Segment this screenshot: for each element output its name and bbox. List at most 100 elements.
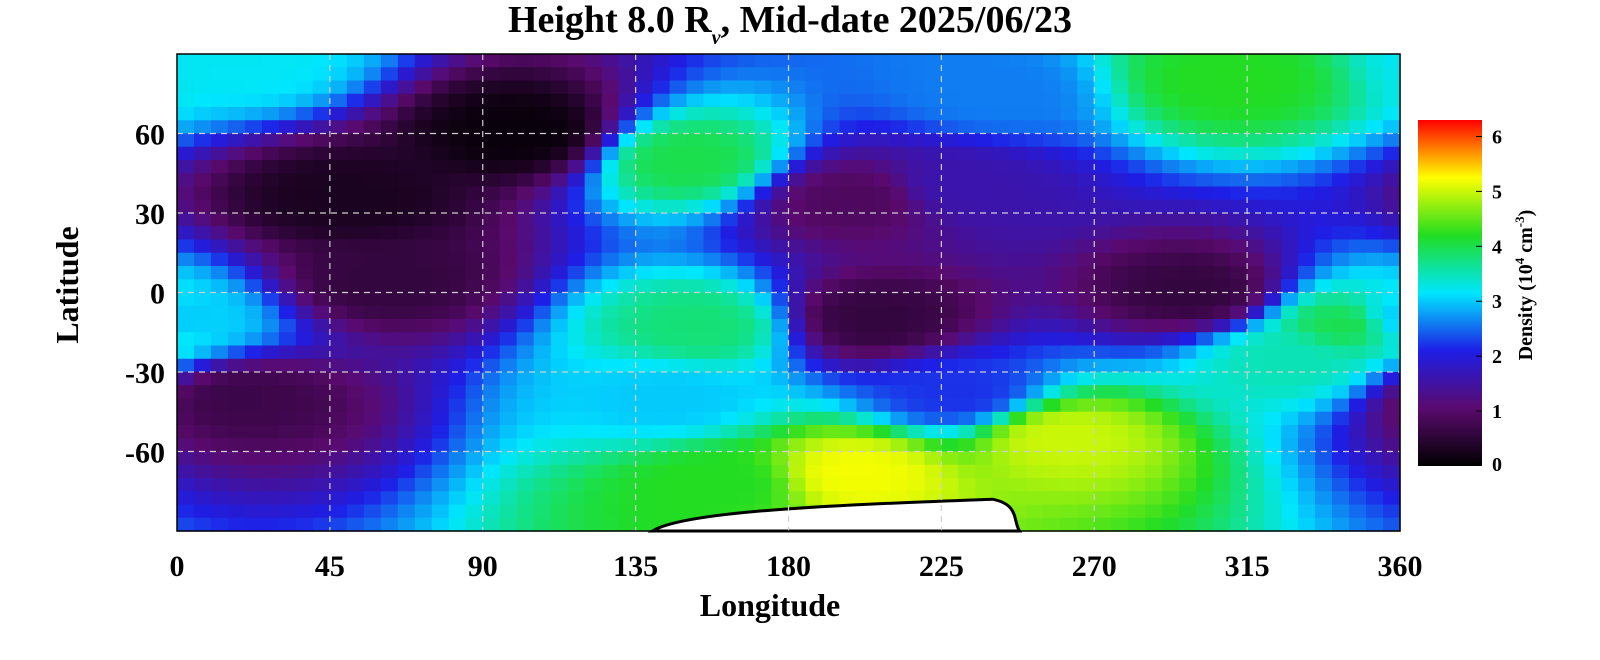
heatmap-cell bbox=[737, 345, 756, 360]
heatmap-cell bbox=[584, 93, 603, 108]
heatmap-cell bbox=[635, 93, 654, 108]
heatmap-cell bbox=[312, 438, 331, 453]
heatmap-cell bbox=[516, 279, 535, 294]
heatmap-cell bbox=[295, 478, 314, 492]
heatmap-cell bbox=[1264, 478, 1282, 492]
heatmap-cell bbox=[312, 372, 331, 386]
heatmap-cell bbox=[584, 107, 603, 121]
heatmap-cell bbox=[1281, 345, 1299, 360]
heatmap-cell bbox=[1196, 173, 1214, 188]
heatmap-cell bbox=[448, 93, 467, 108]
heatmap-cell bbox=[873, 226, 892, 241]
heatmap-cell bbox=[720, 266, 739, 280]
heatmap-cell bbox=[380, 478, 399, 492]
heatmap-cell bbox=[754, 411, 773, 426]
heatmap-cell bbox=[720, 345, 739, 360]
heatmap-cell bbox=[958, 319, 976, 333]
heatmap-cell bbox=[1298, 80, 1316, 95]
heatmap-cell bbox=[1349, 319, 1367, 333]
heatmap-cell bbox=[431, 199, 450, 214]
heatmap-cell bbox=[737, 120, 756, 135]
heatmap-cell bbox=[1247, 186, 1265, 201]
heatmap-cell bbox=[295, 385, 314, 400]
heatmap-cell bbox=[856, 372, 875, 386]
heatmap-cell bbox=[737, 54, 756, 68]
heatmap-cell bbox=[346, 146, 365, 161]
heatmap-cell bbox=[1043, 67, 1061, 82]
heatmap-cell bbox=[193, 93, 212, 108]
heatmap-cell bbox=[601, 319, 620, 333]
heatmap-cell bbox=[1145, 292, 1163, 307]
heatmap-cell bbox=[329, 279, 348, 294]
heatmap-cell bbox=[193, 107, 212, 121]
heatmap-cell bbox=[771, 67, 790, 82]
heatmap-cell bbox=[856, 411, 875, 426]
heatmap-cell bbox=[567, 385, 586, 400]
heatmap-cell bbox=[1383, 504, 1401, 519]
heatmap-cell bbox=[1179, 173, 1197, 188]
heatmap-cell bbox=[1281, 504, 1299, 519]
heatmap-cell bbox=[1179, 292, 1197, 307]
plot-frame bbox=[176, 53, 1401, 532]
heatmap-cell bbox=[1162, 425, 1180, 439]
heatmap-cell bbox=[516, 67, 535, 82]
heatmap-cell bbox=[1332, 411, 1350, 426]
heatmap-cell bbox=[890, 93, 909, 108]
heatmap-cell bbox=[1043, 266, 1061, 280]
heatmap-cell bbox=[924, 385, 942, 400]
heatmap-cell bbox=[482, 385, 501, 400]
heatmap-cell bbox=[907, 305, 925, 320]
heatmap-cell bbox=[312, 186, 331, 201]
heatmap-cell bbox=[482, 266, 501, 280]
heatmap-cell bbox=[380, 266, 399, 280]
heatmap-cell bbox=[788, 425, 807, 439]
heatmap-cell bbox=[1230, 67, 1248, 82]
heatmap-cell bbox=[941, 133, 959, 148]
heatmap-cell bbox=[1009, 67, 1027, 82]
heatmap-cell bbox=[329, 213, 348, 227]
heatmap-cell bbox=[1094, 226, 1112, 241]
heatmap-cell bbox=[193, 319, 212, 333]
heatmap-cell bbox=[1162, 67, 1180, 82]
heatmap-cell bbox=[414, 54, 433, 68]
heatmap-cell bbox=[1162, 319, 1180, 333]
heatmap-cell bbox=[907, 239, 925, 254]
heatmap-cell bbox=[533, 517, 552, 532]
heatmap-cell bbox=[737, 332, 756, 347]
heatmap-cell bbox=[210, 372, 229, 386]
heatmap-cell bbox=[873, 425, 892, 439]
heatmap-cell bbox=[177, 464, 195, 479]
heatmap-cell bbox=[992, 213, 1010, 227]
heatmap-cell bbox=[737, 80, 756, 95]
heatmap-cell bbox=[210, 411, 229, 426]
heatmap-cell bbox=[941, 67, 959, 82]
heatmap-cell bbox=[550, 54, 569, 68]
heatmap-cell bbox=[329, 438, 348, 453]
heatmap-cell bbox=[618, 358, 637, 373]
heatmap-cell bbox=[431, 517, 450, 532]
heatmap-cell bbox=[499, 372, 518, 386]
heatmap-cell bbox=[1094, 517, 1112, 532]
heatmap-cell bbox=[1077, 239, 1095, 254]
heatmap-cell bbox=[754, 292, 773, 307]
heatmap-cell bbox=[1213, 319, 1231, 333]
heatmap-cell bbox=[771, 385, 790, 400]
heatmap-cell bbox=[635, 305, 654, 320]
heatmap-cell bbox=[1298, 319, 1316, 333]
heatmap-cell bbox=[618, 186, 637, 201]
heatmap-cell bbox=[177, 160, 195, 174]
heatmap-cell bbox=[754, 305, 773, 320]
heatmap-cell bbox=[805, 345, 824, 360]
heatmap-cell bbox=[550, 252, 569, 267]
heatmap-cell bbox=[652, 199, 671, 214]
heatmap-cell bbox=[1366, 451, 1384, 466]
heatmap-cell bbox=[516, 438, 535, 453]
heatmap-cell bbox=[278, 491, 297, 506]
heatmap-cell bbox=[1009, 266, 1027, 280]
heatmap-cell bbox=[210, 398, 229, 413]
heatmap-cell bbox=[992, 332, 1010, 347]
heatmap-cell bbox=[635, 385, 654, 400]
heatmap-cell bbox=[1366, 80, 1384, 95]
heatmap-cell bbox=[431, 160, 450, 174]
